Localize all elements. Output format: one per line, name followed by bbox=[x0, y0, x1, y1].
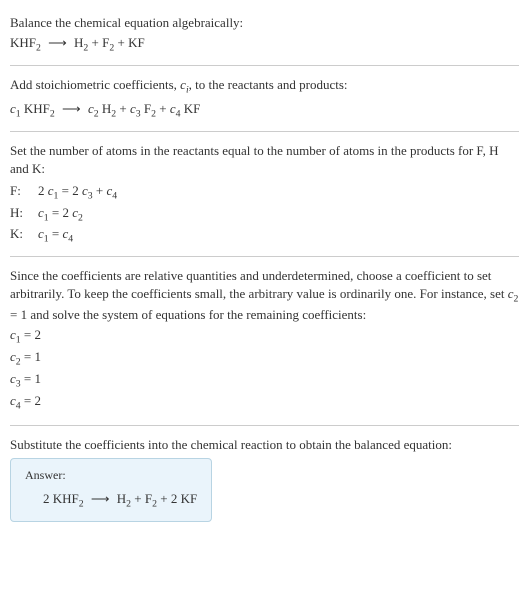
section-problem: Balance the chemical equation algebraica… bbox=[10, 8, 519, 61]
solve-title: Since the coefficients are relative quan… bbox=[10, 267, 519, 325]
coefficient-values: c1 = 2 c2 = 1 c3 = 1 c4 = 2 bbox=[10, 326, 519, 414]
plus: + bbox=[118, 35, 129, 50]
coeff-c3: c3 = 1 bbox=[10, 370, 519, 391]
answer-label: Answer: bbox=[25, 467, 197, 484]
product-f2: F2 bbox=[102, 35, 114, 50]
substitute-title: Substitute the coefficients into the che… bbox=[10, 436, 519, 454]
coeff-c4: c4 = 2 bbox=[10, 392, 519, 413]
stoich-equation: c1 KHF2 ⟶ c2 H2 + c3 F2 + c4 KF bbox=[10, 100, 519, 121]
reactant-khf2: KHF2 bbox=[10, 35, 41, 50]
divider bbox=[10, 131, 519, 132]
divider bbox=[10, 425, 519, 426]
coeff-c1: c1 = 2 bbox=[10, 326, 519, 347]
atom-row-h: H: c1 = 2 c2 bbox=[10, 204, 519, 225]
coeff-c2: c2 = 1 bbox=[10, 348, 519, 369]
product-kf: KF bbox=[128, 35, 145, 50]
product-h2: H2 bbox=[74, 35, 88, 50]
reaction-arrow: ⟶ bbox=[62, 100, 81, 118]
section-coefficients: Add stoichiometric coefficients, ci, to … bbox=[10, 70, 519, 126]
section-substitute: Substitute the coefficients into the che… bbox=[10, 430, 519, 528]
plus: + bbox=[92, 35, 103, 50]
atom-equations: F: 2 c1 = 2 c3 + c4 H: c1 = 2 c2 K: c1 =… bbox=[10, 182, 519, 246]
coeff-title: Add stoichiometric coefficients, ci, to … bbox=[10, 76, 519, 97]
section-atom-balance: Set the number of atoms in the reactants… bbox=[10, 136, 519, 252]
divider bbox=[10, 256, 519, 257]
answer-box: Answer: 2 KHF2 ⟶ H2 + F2 + 2 KF bbox=[10, 458, 212, 522]
unbalanced-equation: KHF2 ⟶ H2 + F2 + KF bbox=[10, 34, 519, 55]
balanced-equation: 2 KHF2 ⟶ H2 + F2 + 2 KF bbox=[25, 490, 197, 511]
atom-row-k: K: c1 = c4 bbox=[10, 225, 519, 246]
atom-balance-title: Set the number of atoms in the reactants… bbox=[10, 142, 519, 178]
section-solve: Since the coefficients are relative quan… bbox=[10, 261, 519, 421]
problem-title: Balance the chemical equation algebraica… bbox=[10, 14, 519, 32]
divider bbox=[10, 65, 519, 66]
reaction-arrow: ⟶ bbox=[48, 34, 67, 52]
atom-row-f: F: 2 c1 = 2 c3 + c4 bbox=[10, 182, 519, 203]
reaction-arrow: ⟶ bbox=[91, 490, 110, 508]
